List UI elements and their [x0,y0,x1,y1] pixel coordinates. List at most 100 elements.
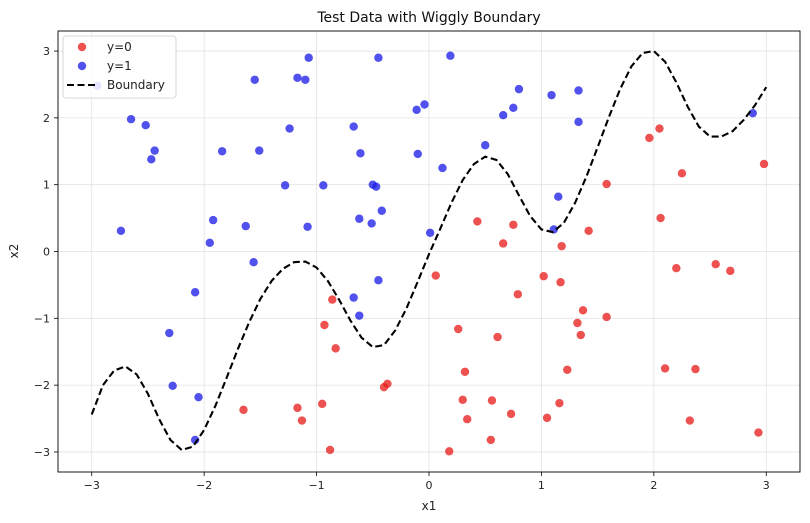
point-y-0 [460,367,470,376]
x-axis-label: x1 [422,499,437,513]
point-y-0 [293,403,302,413]
point-y-0 [431,271,440,280]
point-y-0 [331,344,340,353]
point-y-0 [555,398,564,408]
point-y-1 [413,149,422,159]
point-y-0 [754,428,763,437]
point-y-0 [677,169,687,178]
point-y-1 [349,293,358,302]
y-tick-label: −3 [34,446,50,459]
point-y-0 [711,259,720,269]
point-y-0 [383,379,392,388]
point-y-1 [355,311,364,320]
point-y-0 [317,399,327,409]
point-y-1 [285,124,294,133]
legend-label: y=0 [107,40,132,54]
point-y-0 [473,217,482,226]
point-y-0 [454,324,463,334]
point-y-1 [367,219,376,228]
point-y-1 [554,192,563,201]
point-y-1 [249,257,258,267]
point-y-0 [578,306,588,315]
point-y-1 [301,75,310,84]
point-y-1 [371,182,381,191]
point-y-1 [349,122,358,131]
point-y-0 [328,295,337,304]
point-y-0 [493,332,502,342]
point-y-0 [556,278,565,287]
point-y-1 [304,53,313,62]
point-y-1 [374,276,383,285]
point-y-1 [355,214,364,223]
point-y-1 [190,288,200,297]
point-y-0 [239,405,248,415]
point-y-0 [297,416,307,425]
point-y-0 [513,290,523,299]
point-y-0 [487,396,497,405]
point-y-0 [486,435,496,445]
x-tick-label: −2 [196,479,212,492]
point-y-1 [303,222,312,231]
y-tick-label: 1 [43,179,50,192]
point-y-0 [463,415,472,424]
point-y-0 [539,272,548,281]
x-tick-label: 0 [426,479,433,492]
point-y-0 [656,213,665,223]
point-y-1 [208,215,218,225]
point-y-0 [563,365,572,374]
point-y-0 [445,447,454,456]
point-y-0 [602,179,611,189]
y-tick-label: 3 [43,45,50,58]
point-y-1 [374,53,383,62]
legend-label: y=1 [107,59,132,73]
point-y-1 [250,75,259,84]
point-y-1 [420,100,429,109]
point-y-0 [458,395,467,405]
point-y-1 [194,392,203,402]
point-y-1 [481,141,490,150]
point-y-0 [325,445,335,455]
point-y-0 [584,226,593,235]
x-tick-label: −3 [84,479,100,492]
y-tick-label: 0 [43,246,50,259]
point-y-1 [499,110,508,120]
y-tick-label: −2 [34,379,50,392]
point-y-0 [320,320,329,330]
point-y-1 [438,163,447,173]
point-y-1 [241,221,250,231]
point-y-0 [672,264,681,273]
point-y-0 [602,312,611,322]
point-y-1 [141,121,150,130]
point-y-0 [655,124,664,133]
point-y-1 [547,90,556,100]
point-y-1 [205,238,214,248]
point-y-0 [542,413,552,423]
point-y-0 [576,330,585,340]
point-y-0 [726,266,735,276]
point-y-1 [356,149,365,158]
y-tick-label: −1 [34,312,50,325]
point-y-1 [168,381,177,391]
ticks: −3 −2 −1 0 1 2 3 −3 −2 −1 0 1 2 3 [34,45,770,492]
point-y-1 [293,73,302,82]
point-y-1 [412,105,421,115]
point-y-0 [759,159,769,169]
x-tick-label: 3 [763,479,770,492]
point-y-0 [660,364,670,373]
point-y-1 [446,51,455,60]
point-y-1 [165,328,174,338]
point-y-1 [425,228,435,237]
y-axis-label: x2 [7,244,21,259]
point-y-1 [116,226,126,235]
plot-area [90,49,769,456]
point-y-0 [509,220,518,229]
point-y-0 [557,241,566,251]
point-y-0 [691,364,700,374]
boundary-line [90,49,768,452]
point-y-1 [514,84,524,94]
point-y-1 [147,155,156,164]
point-y-0 [506,409,516,419]
point-y-1 [574,117,583,127]
point-y-0 [573,318,582,328]
